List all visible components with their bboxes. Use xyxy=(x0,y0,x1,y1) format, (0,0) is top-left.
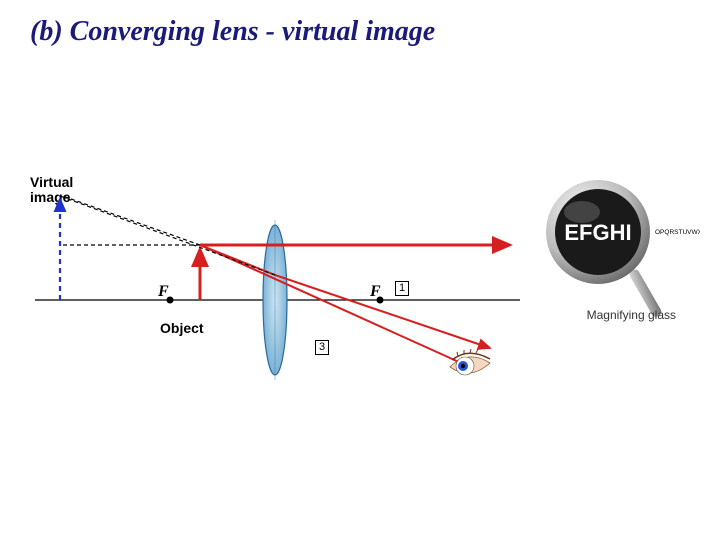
object-label: Object xyxy=(160,320,204,336)
ray-3b xyxy=(275,275,490,348)
f-label-right: F xyxy=(370,283,381,301)
ray-3-label: 3 xyxy=(315,340,329,355)
ray-1-label: 1 xyxy=(395,281,409,296)
magnifier-text: EFGHI xyxy=(564,220,631,245)
ray-diagram xyxy=(20,180,530,410)
magnifier-label: Magnifying glass xyxy=(587,308,676,322)
diagram-svg xyxy=(20,180,530,410)
ray-3a xyxy=(200,245,275,275)
eye-icon xyxy=(450,349,490,375)
magnifier-side-text: OPQRSTUVWXYZ xyxy=(655,229,700,236)
f-label-left: F xyxy=(158,283,169,301)
ray-chief xyxy=(200,245,470,367)
page-title: (b) Converging lens - virtual image xyxy=(30,16,435,48)
magnifier-svg: EFGHI OPQRSTUVWXYZ xyxy=(530,170,700,330)
magnifying-glass-illustration: EFGHI OPQRSTUVWXYZ xyxy=(530,170,700,330)
ray-chief-back-dash xyxy=(60,195,200,245)
